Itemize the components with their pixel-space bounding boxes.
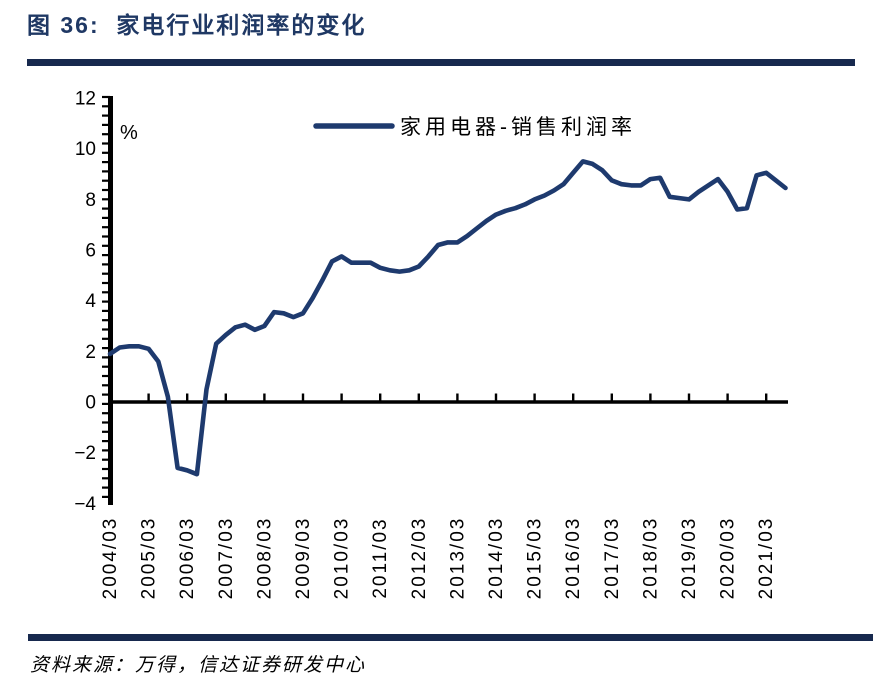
x-tick-label: 2008/03	[254, 517, 275, 600]
x-tick-label: 2018/03	[640, 517, 661, 600]
figure-title: 图 36: 家电行业利润率的变化	[27, 12, 367, 38]
profit-margin-line	[107, 159, 788, 477]
y-tick-label: −4	[74, 494, 96, 515]
axes-layer	[102, 95, 788, 505]
x-tick-label: 2012/03	[409, 517, 430, 600]
line-chart: −4 −2 0 2 4 6 8 10 12 2004/03 2005/03 2006/03 2007/0…	[74, 89, 788, 600]
x-tick-label: 2004/03	[100, 517, 121, 600]
x-tick-label: 2016/03	[563, 517, 584, 600]
x-tick-label: 2019/03	[679, 517, 700, 600]
axis-labels-layer: −4 −2 0 2 4 6 8 10 12 2004/03 2005/03 2006/03 2007/0…	[74, 89, 777, 600]
x-tick-label: 2005/03	[139, 517, 160, 600]
x-tick-label: 2014/03	[486, 517, 507, 600]
y-axis-unit-label: %	[120, 122, 138, 144]
source-note: 资料来源：万得，信达证券研发中心	[30, 655, 367, 676]
y-tick-label: 8	[85, 190, 96, 211]
x-tick-label: 2007/03	[216, 517, 237, 600]
x-tick-label: 2009/03	[293, 517, 314, 600]
y-tick-label: 0	[85, 393, 96, 414]
y-tick-label: 10	[75, 139, 96, 160]
y-tick-label: −2	[74, 443, 96, 464]
y-tick-label: 2	[85, 342, 96, 363]
y-tick-label: 12	[75, 89, 96, 110]
footer-divider	[28, 634, 873, 641]
x-tick-label: 2011/03	[370, 517, 391, 598]
data-series-layer	[107, 159, 788, 477]
chart-legend: 家用电器-销售利润率	[313, 116, 636, 139]
x-tick-label: 2017/03	[602, 517, 623, 600]
x-tick-label: 2021/03	[756, 517, 777, 600]
x-tick-label: 2015/03	[525, 517, 546, 600]
y-tick-label: 4	[85, 291, 96, 312]
legend-series-label: 家用电器-销售利润率	[400, 116, 636, 139]
title-divider	[27, 59, 855, 66]
x-tick-label: 2006/03	[177, 517, 198, 600]
y-tick-label: 6	[85, 241, 96, 262]
x-tick-label: 2020/03	[718, 517, 739, 600]
x-tick-label: 2010/03	[332, 517, 353, 600]
x-tick-label: 2013/03	[447, 517, 468, 600]
